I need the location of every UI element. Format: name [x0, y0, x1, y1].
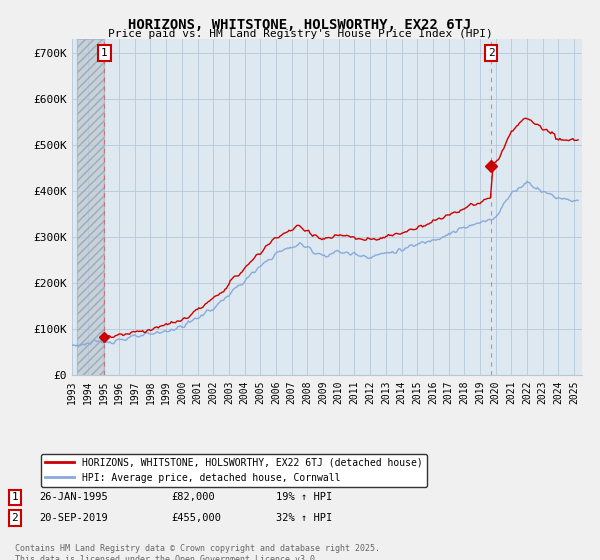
Text: 1: 1 — [11, 492, 19, 502]
Text: 1: 1 — [101, 48, 108, 58]
Bar — [77, 39, 104, 375]
Text: Price paid vs. HM Land Registry's House Price Index (HPI): Price paid vs. HM Land Registry's House … — [107, 29, 493, 39]
Bar — [77, 39, 104, 375]
Text: 26-JAN-1995: 26-JAN-1995 — [39, 492, 108, 502]
Text: 20-SEP-2019: 20-SEP-2019 — [39, 513, 108, 523]
Text: £455,000: £455,000 — [171, 513, 221, 523]
Text: 19% ↑ HPI: 19% ↑ HPI — [276, 492, 332, 502]
Text: 2: 2 — [11, 513, 19, 523]
Text: £82,000: £82,000 — [171, 492, 215, 502]
Legend: HORIZONS, WHITSTONE, HOLSWORTHY, EX22 6TJ (detached house), HPI: Average price, : HORIZONS, WHITSTONE, HOLSWORTHY, EX22 6T… — [41, 454, 427, 487]
Text: 32% ↑ HPI: 32% ↑ HPI — [276, 513, 332, 523]
Text: 2: 2 — [488, 48, 494, 58]
Text: Contains HM Land Registry data © Crown copyright and database right 2025.
This d: Contains HM Land Registry data © Crown c… — [15, 544, 380, 560]
Text: HORIZONS, WHITSTONE, HOLSWORTHY, EX22 6TJ: HORIZONS, WHITSTONE, HOLSWORTHY, EX22 6T… — [128, 18, 472, 32]
